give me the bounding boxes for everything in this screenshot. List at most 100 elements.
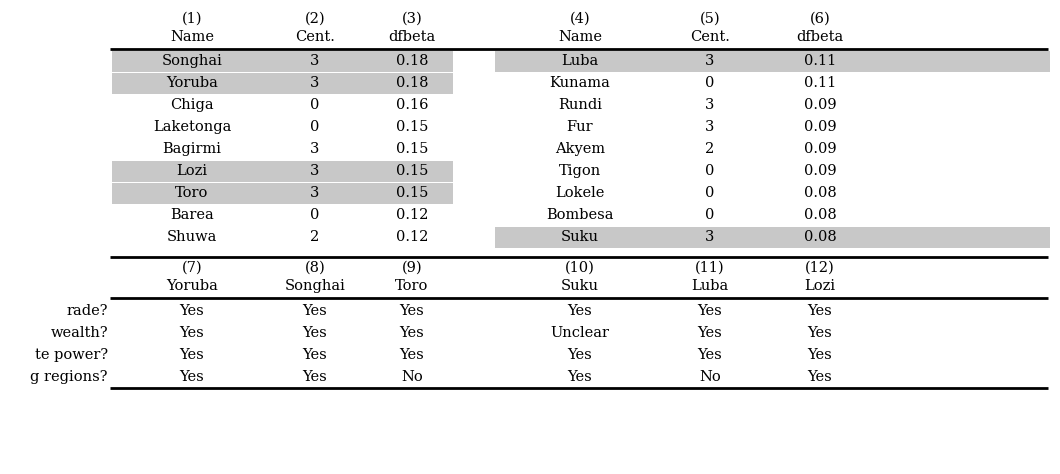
Text: 0.15: 0.15 bbox=[395, 186, 428, 200]
Text: Bagirmi: Bagirmi bbox=[162, 142, 222, 156]
Text: Yes: Yes bbox=[808, 370, 832, 384]
Text: 3: 3 bbox=[311, 54, 320, 68]
Text: (8): (8) bbox=[304, 261, 325, 275]
Text: Lozi: Lozi bbox=[176, 164, 208, 178]
Text: 3: 3 bbox=[311, 142, 320, 156]
Text: Yes: Yes bbox=[302, 370, 328, 384]
Text: Barea: Barea bbox=[170, 208, 214, 222]
Text: 0: 0 bbox=[705, 164, 714, 178]
Text: Yes: Yes bbox=[567, 370, 593, 384]
Text: Suku: Suku bbox=[561, 279, 599, 293]
Text: 0.12: 0.12 bbox=[395, 230, 428, 244]
Text: Unclear: Unclear bbox=[550, 326, 609, 340]
Text: Laketonga: Laketonga bbox=[153, 120, 231, 134]
Text: dfbeta: dfbeta bbox=[796, 30, 844, 44]
Text: 3: 3 bbox=[311, 76, 320, 90]
Text: g regions?: g regions? bbox=[31, 370, 108, 384]
Text: Rundi: Rundi bbox=[558, 98, 602, 112]
Text: Yes: Yes bbox=[697, 326, 722, 340]
Text: 0.08: 0.08 bbox=[803, 186, 836, 200]
Text: Yes: Yes bbox=[179, 326, 205, 340]
Text: 0.18: 0.18 bbox=[395, 54, 428, 68]
Text: Cent.: Cent. bbox=[690, 30, 730, 44]
Text: Lokele: Lokele bbox=[555, 186, 604, 200]
Text: (7): (7) bbox=[181, 261, 202, 275]
Text: 0: 0 bbox=[705, 208, 714, 222]
Bar bbox=[112, 161, 453, 182]
Text: Yes: Yes bbox=[400, 348, 424, 362]
Text: No: No bbox=[700, 370, 721, 384]
Text: 0: 0 bbox=[311, 208, 320, 222]
Text: 0.09: 0.09 bbox=[803, 142, 836, 156]
Text: (11): (11) bbox=[695, 261, 725, 275]
Text: Yes: Yes bbox=[697, 304, 722, 318]
Text: 3: 3 bbox=[705, 98, 714, 112]
Text: 3: 3 bbox=[705, 120, 714, 134]
Text: Luba: Luba bbox=[691, 279, 728, 293]
Text: Yes: Yes bbox=[400, 304, 424, 318]
Text: Yes: Yes bbox=[302, 348, 328, 362]
Text: 0.18: 0.18 bbox=[395, 76, 428, 90]
Text: 0.08: 0.08 bbox=[803, 208, 836, 222]
Text: 0.11: 0.11 bbox=[803, 76, 836, 90]
Text: Yes: Yes bbox=[567, 348, 593, 362]
Text: 2: 2 bbox=[705, 142, 714, 156]
Text: te power?: te power? bbox=[35, 348, 108, 362]
Text: 0.15: 0.15 bbox=[395, 164, 428, 178]
Text: 0: 0 bbox=[705, 76, 714, 90]
Text: Yes: Yes bbox=[179, 370, 205, 384]
Text: Cent.: Cent. bbox=[295, 30, 335, 44]
Text: 0.09: 0.09 bbox=[803, 98, 836, 112]
Text: Shuwa: Shuwa bbox=[166, 230, 217, 244]
Text: 0.11: 0.11 bbox=[803, 54, 836, 68]
Text: Kunama: Kunama bbox=[549, 76, 611, 90]
Text: (3): (3) bbox=[402, 12, 422, 26]
Text: (2): (2) bbox=[304, 12, 325, 26]
Text: Songhai: Songhai bbox=[284, 279, 346, 293]
Text: 0.12: 0.12 bbox=[395, 208, 428, 222]
Text: Name: Name bbox=[558, 30, 602, 44]
Bar bbox=[112, 51, 453, 72]
Text: Yoruba: Yoruba bbox=[166, 76, 218, 90]
Text: 0.09: 0.09 bbox=[803, 120, 836, 134]
Text: wealth?: wealth? bbox=[51, 326, 108, 340]
Text: Luba: Luba bbox=[562, 54, 599, 68]
Text: 2: 2 bbox=[311, 230, 320, 244]
Text: Yes: Yes bbox=[567, 304, 593, 318]
Bar bbox=[112, 182, 453, 203]
Text: (1): (1) bbox=[181, 12, 202, 26]
Bar bbox=[495, 51, 1050, 72]
Text: 0: 0 bbox=[705, 186, 714, 200]
Bar bbox=[112, 73, 453, 93]
Text: Yes: Yes bbox=[808, 304, 832, 318]
Text: Yes: Yes bbox=[302, 304, 328, 318]
Text: 3: 3 bbox=[311, 186, 320, 200]
Text: Yoruba: Yoruba bbox=[166, 279, 218, 293]
Text: 0.15: 0.15 bbox=[395, 120, 428, 134]
Text: 0.09: 0.09 bbox=[803, 164, 836, 178]
Text: Yes: Yes bbox=[808, 326, 832, 340]
Text: Toro: Toro bbox=[175, 186, 209, 200]
Text: 0.16: 0.16 bbox=[395, 98, 428, 112]
Text: 0: 0 bbox=[311, 120, 320, 134]
Text: Name: Name bbox=[170, 30, 214, 44]
Text: (10): (10) bbox=[565, 261, 595, 275]
Text: 0: 0 bbox=[311, 98, 320, 112]
Text: Toro: Toro bbox=[395, 279, 428, 293]
Text: Songhai: Songhai bbox=[161, 54, 223, 68]
Text: 3: 3 bbox=[705, 54, 714, 68]
Text: (5): (5) bbox=[700, 12, 721, 26]
Text: Fur: Fur bbox=[567, 120, 594, 134]
Text: 3: 3 bbox=[311, 164, 320, 178]
Text: Chiga: Chiga bbox=[171, 98, 214, 112]
Text: (12): (12) bbox=[806, 261, 835, 275]
Text: 3: 3 bbox=[705, 230, 714, 244]
Text: Yes: Yes bbox=[697, 348, 722, 362]
Text: Tigon: Tigon bbox=[559, 164, 601, 178]
Text: 0.15: 0.15 bbox=[395, 142, 428, 156]
Text: dfbeta: dfbeta bbox=[388, 30, 436, 44]
Text: 0.08: 0.08 bbox=[803, 230, 836, 244]
Text: Lozi: Lozi bbox=[805, 279, 835, 293]
Text: Bombesa: Bombesa bbox=[546, 208, 614, 222]
Text: Yes: Yes bbox=[179, 348, 205, 362]
